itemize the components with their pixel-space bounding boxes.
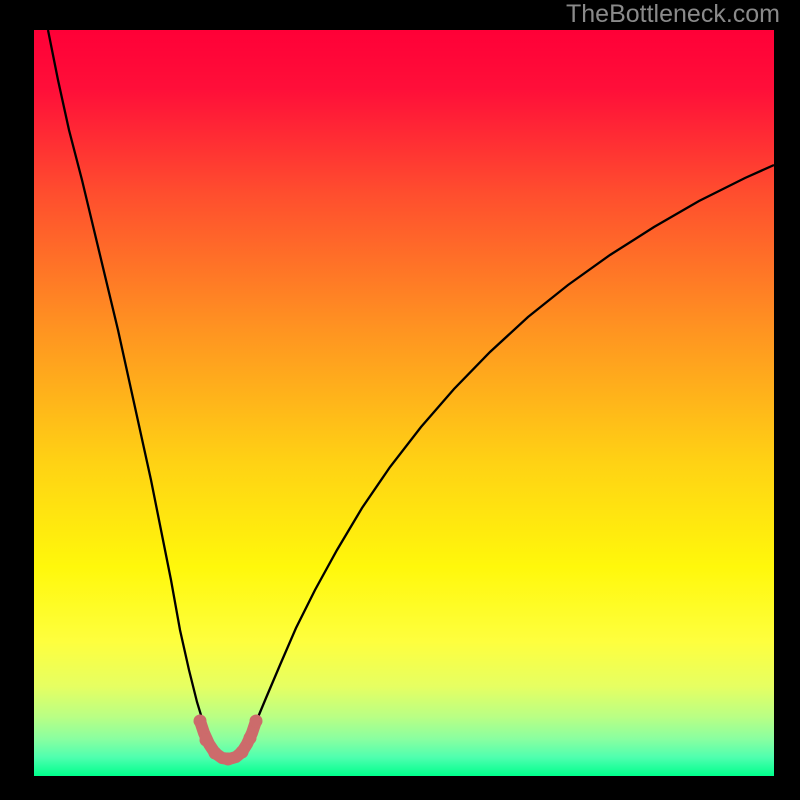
- u-curve-dot: [250, 715, 263, 728]
- u-curve-dot: [209, 747, 222, 760]
- u-curve-dot: [194, 715, 207, 728]
- chart-plot: [34, 30, 774, 776]
- watermark-text: TheBottleneck.com: [566, 0, 780, 29]
- u-curve-dot: [200, 734, 213, 747]
- u-curve-dot: [236, 746, 249, 759]
- gradient-background: [34, 30, 774, 776]
- chart-frame: TheBottleneck.com: [0, 0, 800, 800]
- u-curve-dot: [222, 753, 235, 766]
- u-curve-dot: [244, 732, 257, 745]
